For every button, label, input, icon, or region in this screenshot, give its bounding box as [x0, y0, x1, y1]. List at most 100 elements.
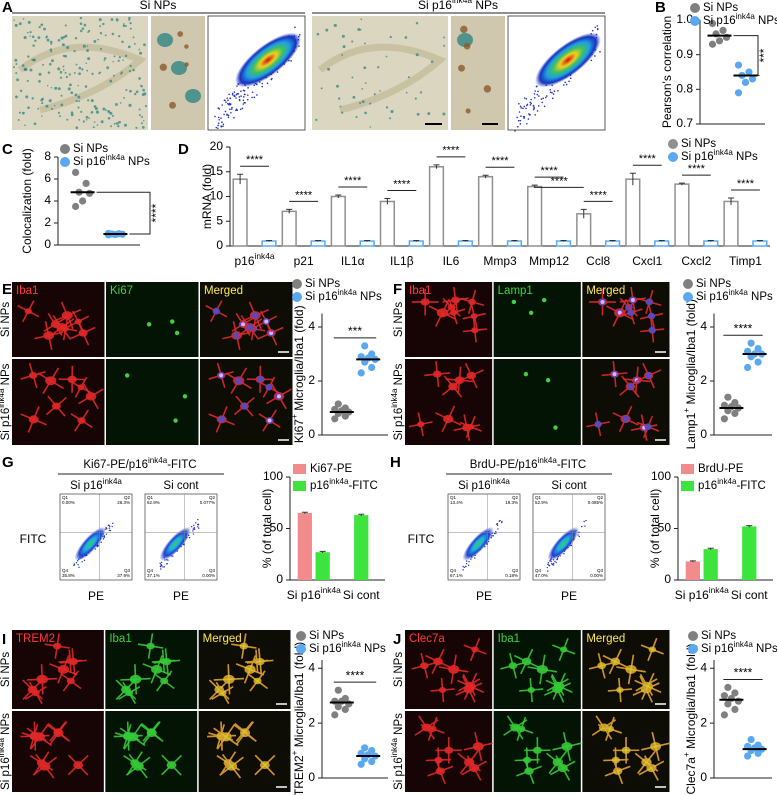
data-point [357, 760, 365, 768]
cell-body [419, 662, 429, 670]
text-part: NPs [755, 15, 777, 27]
green-dot [276, 394, 281, 399]
quadrant-value: 62.9% [147, 500, 160, 505]
data-point [720, 415, 729, 423]
significance-label: **** [551, 175, 569, 187]
stain-dot [15, 72, 18, 75]
stain-dot [129, 64, 132, 68]
y-tick-label: 50 [270, 521, 284, 535]
event-dot [547, 563, 549, 566]
x-tick-label: IL1α [341, 254, 365, 268]
stain-dot [85, 62, 88, 65]
stain-dot [87, 31, 90, 34]
micrograph [106, 282, 199, 357]
stain-dot [69, 83, 72, 87]
bar [625, 178, 641, 247]
y-tick-label: 0 [308, 427, 315, 441]
cell-body [625, 664, 637, 674]
stain-dot [337, 97, 341, 100]
stain-dot [129, 89, 132, 93]
cell-body [259, 761, 270, 770]
data-point [731, 705, 739, 713]
stain-dot [138, 77, 141, 80]
cell-body [61, 311, 73, 320]
error-bar [531, 184, 538, 189]
row-label: Si p16ink4a NPs [0, 363, 12, 440]
stain-dot [45, 104, 49, 108]
stain-dot [355, 115, 358, 119]
text-part: -FITC [167, 459, 196, 471]
density-dot [226, 102, 229, 105]
density-dot [529, 101, 531, 104]
text-part: Si p16 [73, 156, 106, 168]
quadrant-name: Q2 [124, 495, 131, 500]
quadrant-name: Q1 [535, 495, 542, 500]
density-dot [266, 82, 269, 85]
bar [354, 515, 369, 580]
cell-body [472, 742, 484, 751]
density-dot [543, 105, 546, 108]
channel-label: Iba1 [16, 285, 38, 297]
text-part: Si p16 [70, 480, 103, 492]
density-dot [520, 107, 523, 109]
x-tick-label: Si cont [731, 588, 768, 602]
sample-label: Si p16ink4a [70, 477, 122, 492]
text-part: ink4a [342, 640, 362, 649]
row-label: Si NPs [0, 302, 12, 337]
stain-dot [128, 18, 131, 21]
stain-dot [75, 99, 78, 103]
cell-body [444, 746, 454, 754]
brown-stain [184, 44, 189, 49]
text-part: ink4a [0, 738, 6, 758]
quadrant-value: 0.00% [202, 573, 215, 578]
stain-dot [93, 121, 96, 123]
cell-body [85, 392, 97, 401]
cell-body [420, 298, 430, 306]
density-dot [533, 93, 536, 95]
stain-dot [443, 36, 446, 39]
density-dot [261, 85, 264, 88]
stain-dot [315, 118, 318, 122]
density-dot [215, 126, 218, 129]
event-dot [193, 524, 195, 526]
error-bar [433, 164, 440, 169]
nucleus [644, 423, 652, 431]
event-dot [463, 566, 466, 569]
legend-marker [690, 3, 700, 13]
cell-body [536, 664, 548, 674]
stain-dot [385, 106, 389, 109]
event-dot [160, 565, 162, 568]
y-tick-label: 4 [44, 193, 51, 207]
panel-letter: J [393, 631, 401, 648]
density-dot [530, 98, 532, 101]
quadrant-name: Q2 [512, 495, 519, 500]
green-dot [173, 418, 178, 423]
event-density [159, 526, 191, 561]
y-axis-label: Clec7a+ Microglia/Iba1 (fold) [681, 644, 698, 795]
y-tick-label: 0 [664, 572, 671, 586]
brown-stain [463, 42, 471, 50]
event-dot [498, 520, 500, 523]
stain-dot [94, 106, 98, 111]
flow-title: Ki67-PE/p16ink4a-FITC [83, 456, 196, 471]
event-dot [467, 564, 470, 566]
stain-dot [21, 64, 25, 67]
nucleus [256, 375, 264, 383]
y-tick-label: 4 [308, 660, 315, 674]
text-part: + [289, 750, 299, 755]
legend-label: p16ink4a-FITC [698, 477, 766, 492]
stain-dot [73, 72, 76, 74]
stain-dot [70, 113, 74, 117]
cell-body [524, 767, 534, 775]
stain-dot [116, 18, 118, 20]
event-dot [465, 562, 468, 565]
x-tick-label: Cxcl2 [681, 254, 711, 268]
event-dot [108, 527, 111, 529]
error-bar [658, 240, 665, 242]
density-dot [214, 115, 216, 118]
y-axis-label: Pearson's correlation [660, 16, 674, 128]
text-part: Ki67-PE/p16 [83, 459, 148, 471]
cell-body [129, 674, 142, 684]
event-dot [501, 520, 503, 523]
text-part: Si p16 [287, 588, 321, 602]
